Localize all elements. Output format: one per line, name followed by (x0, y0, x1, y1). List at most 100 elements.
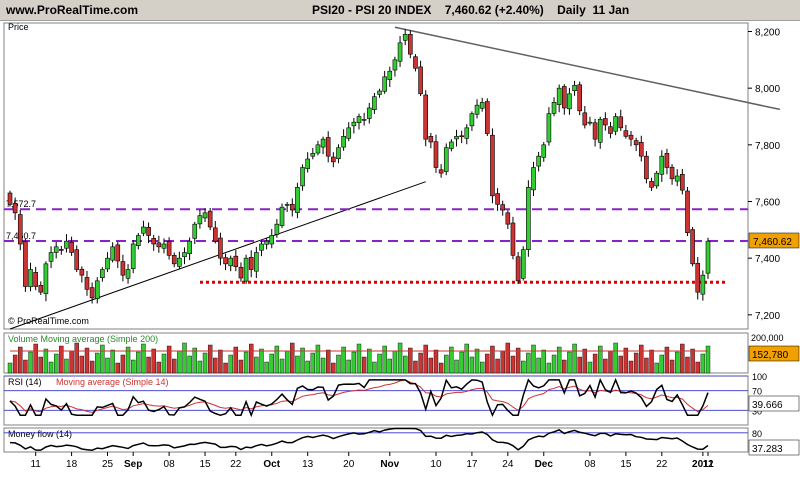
volume-bar (700, 353, 706, 374)
volume-bar (156, 361, 162, 374)
candle-body (495, 193, 500, 205)
x-tick-label: 08 (584, 459, 596, 470)
volume-bar (536, 357, 541, 374)
volume-bar (18, 346, 23, 374)
candle-body (438, 169, 444, 174)
volume-bar (64, 358, 69, 374)
x-tick-label: 11 (30, 459, 41, 470)
volume-bar (526, 352, 531, 374)
candle-body (372, 96, 377, 110)
candle-body (628, 134, 634, 140)
rsi-value-label: 39.666 (752, 400, 783, 411)
mfi-value-box (748, 439, 800, 456)
volume-bar (182, 342, 187, 374)
x-tick-label: Oct (263, 459, 280, 470)
volume-bar (38, 356, 43, 374)
volume-bar (279, 358, 285, 374)
mfi-value-label: 37.283 (752, 444, 783, 455)
volume-bar (705, 345, 711, 374)
candle-body (500, 204, 506, 211)
volume-bar (161, 353, 167, 374)
candle-body (638, 141, 644, 157)
volume-label: Volume Moving average (Simple 200) (8, 334, 158, 344)
volume-bar (515, 347, 521, 374)
candle-body (300, 167, 305, 187)
volume-bar (592, 353, 598, 374)
candle-body (238, 266, 244, 279)
volume-bar (603, 358, 608, 374)
candle-body (120, 261, 126, 276)
volume-bar (613, 342, 618, 374)
volume-bar (521, 360, 526, 374)
volume-bar (305, 360, 310, 374)
candle-body (269, 235, 275, 245)
volume-bar (84, 347, 90, 374)
y-tick-label: 7,800 (755, 141, 780, 152)
candle-body (310, 153, 316, 157)
candle-body (161, 243, 167, 249)
candle-body (695, 262, 701, 293)
candle-body (171, 255, 177, 265)
candle-body (59, 249, 64, 251)
volume-bar (485, 353, 490, 374)
candle-body (361, 119, 367, 121)
volume-bar (572, 343, 577, 374)
candle-body (556, 87, 562, 105)
volume-bar (105, 357, 110, 374)
candle-body (510, 222, 516, 256)
candle-body (592, 122, 598, 140)
candle-body (79, 268, 85, 276)
volume-bar (28, 351, 33, 374)
candle-body (423, 94, 429, 140)
candle-body (613, 116, 618, 132)
candle-body (433, 141, 439, 168)
candle-body (561, 86, 567, 109)
volume-bar (490, 345, 495, 374)
candle-body (572, 85, 577, 92)
x-tick-label: 15 (620, 459, 632, 470)
volume-bar (48, 361, 54, 374)
x-tick-label: 24 (502, 459, 514, 470)
candle-body (443, 147, 449, 172)
volume-bar (274, 345, 280, 374)
candle-body (212, 227, 218, 242)
candle-body (402, 34, 408, 41)
chart-title: PSI20 - PSI 20 INDEX 7,460.62 (+2.40%) D… (312, 3, 630, 17)
volume-bar (402, 355, 408, 374)
volume-bar (151, 348, 156, 374)
last-price-label: 7,460.62 (753, 237, 792, 248)
volume-bar (433, 349, 439, 374)
volume-bar (254, 356, 259, 374)
volume-bar (120, 354, 126, 374)
candle-body (289, 204, 295, 211)
volume-bar (269, 353, 274, 374)
volume-bar (202, 352, 208, 374)
candle-body (218, 237, 223, 259)
volume-bar (320, 357, 326, 374)
candle-body (397, 42, 403, 62)
volume-bar (608, 350, 613, 374)
candle-body (325, 137, 331, 157)
trendline (9, 181, 426, 330)
x-tick-label: 22 (656, 459, 668, 470)
volume-bar (654, 362, 659, 374)
volume-bar (115, 362, 120, 374)
volume-bar (444, 354, 449, 374)
y-tick-label: 7,600 (755, 198, 780, 209)
money-flow-panel (3, 427, 749, 453)
volume-bar (290, 342, 295, 374)
candle-body (33, 272, 38, 287)
volume-bar (259, 348, 264, 374)
candle-body (233, 255, 239, 267)
candle-body (567, 93, 572, 110)
candle-body (341, 136, 346, 148)
y-axis-label: Price (8, 22, 29, 32)
money-flow-label: Money flow (14) (8, 429, 72, 439)
candle-body (680, 174, 685, 191)
candle-body (633, 140, 639, 146)
candle-body (264, 240, 269, 245)
candle-body (546, 113, 552, 143)
candle-body (295, 187, 300, 213)
candle-body (387, 70, 393, 80)
candle-body (110, 246, 115, 261)
